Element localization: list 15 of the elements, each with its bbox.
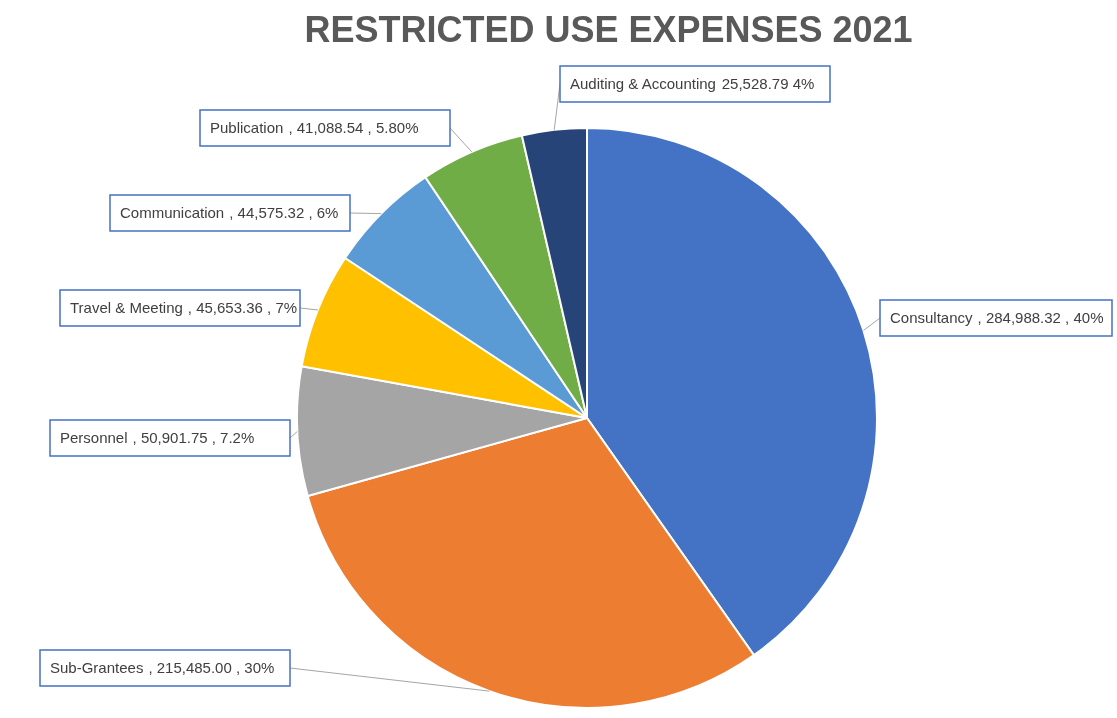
data-label: , 44,575.32 , 6%: [229, 204, 339, 221]
slice-label: Personnel: [60, 429, 128, 446]
data-label: , 50,901.75 , 7.2%: [132, 429, 255, 446]
slice-label: Publication: [210, 119, 284, 136]
slice-label: Auditing & Accounting: [570, 75, 716, 92]
slice-label: Sub-Grantees: [50, 659, 144, 676]
slice-label: Travel & Meeting: [70, 299, 183, 316]
slice-label: Consultancy: [890, 309, 974, 326]
data-label: , 284,988.32 , 40%: [977, 309, 1104, 326]
slice-label: Communication: [120, 204, 225, 221]
data-label: , 41,088.54 , 5.80%: [288, 119, 419, 136]
chart-title: RESTRICTED USE EXPENSES 2021: [304, 9, 913, 50]
data-label: , 215,485.00 , 30%: [148, 659, 275, 676]
data-label: 25,528.79 4%: [721, 75, 815, 92]
data-label: , 45,653.36 , 7%: [187, 299, 298, 316]
